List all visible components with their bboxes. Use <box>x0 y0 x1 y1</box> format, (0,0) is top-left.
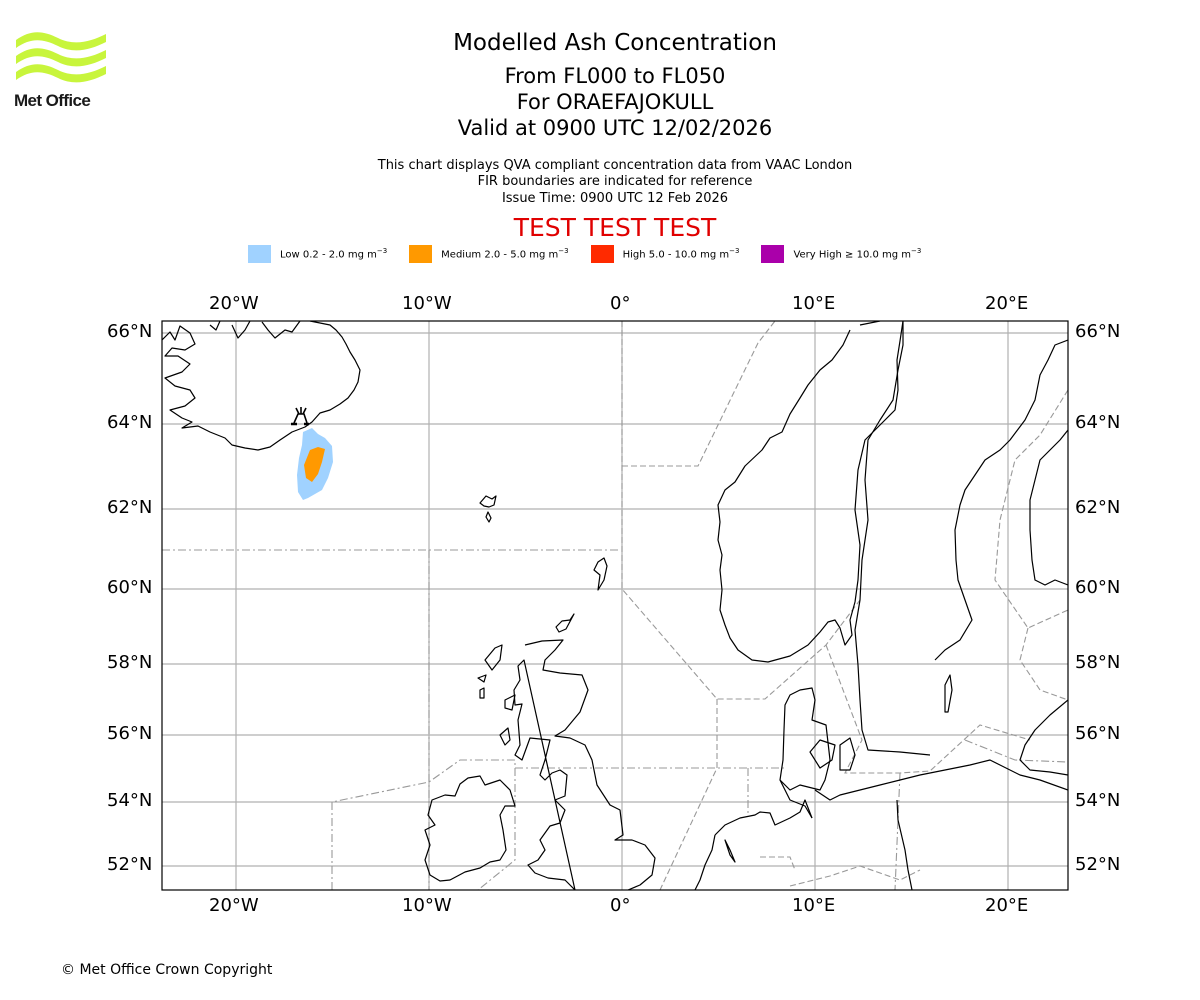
lat-label-left-58n: 58°N <box>107 652 153 673</box>
lon-label-top-0: 0° <box>610 293 631 314</box>
lat-label-right-54n: 54°N <box>1075 790 1121 811</box>
issue-time: Issue Time: 0900 UTC 12 Feb 2026 <box>501 191 729 206</box>
test-banner: TEST TEST TEST <box>513 213 717 242</box>
concentration-legend: Low 0.2 - 2.0 mg m−3 Medium 2.0 - 5.0 mg… <box>248 244 943 264</box>
copyright-notice: © Met Office Crown Copyright <box>61 962 273 978</box>
legend-item-low: Low 0.2 - 2.0 mg m−3 <box>248 245 387 263</box>
lon-label-bottom-10e: 10°E <box>792 895 836 916</box>
description-line-1: This chart displays QVA compliant concen… <box>377 158 853 173</box>
volcano-icon <box>291 407 309 426</box>
legend-swatch-very-high <box>761 245 785 263</box>
legend-label-medium: Medium 2.0 - 5.0 mg m−3 <box>441 247 569 261</box>
lon-label-top-10w: 10°W <box>402 293 452 314</box>
lat-label-left-64n: 64°N <box>107 412 153 433</box>
fir-boundaries <box>162 321 1068 890</box>
lon-label-top-20e: 20°E <box>985 293 1029 314</box>
description-line-2: FIR boundaries are indicated for referen… <box>477 174 753 189</box>
legend-item-very-high: Very High ≥ 10.0 mg m−3 <box>761 245 921 263</box>
legend-label-very-high: Very High ≥ 10.0 mg m−3 <box>793 247 922 261</box>
ash-plume <box>297 428 333 500</box>
lat-label-right-52n: 52°N <box>1075 854 1121 875</box>
volcano-name: For ORAEFAJOKULL <box>516 90 714 114</box>
legend-item-medium: Medium 2.0 - 5.0 mg m−3 <box>409 245 569 263</box>
lon-label-top-10e: 10°E <box>792 293 836 314</box>
valid-time: Valid at 0900 UTC 12/02/2026 <box>457 116 773 140</box>
legend-swatch-medium <box>409 245 433 263</box>
flight-level-range: From FL000 to FL050 <box>504 64 726 88</box>
lat-label-left-56n: 56°N <box>107 723 153 744</box>
lon-label-top-20w: 20°W <box>209 293 259 314</box>
legend-item-high: High 5.0 - 10.0 mg m−3 <box>590 245 740 263</box>
met-office-logo-icon <box>16 32 106 83</box>
coastlines <box>162 321 1068 890</box>
lon-label-bottom-10w: 10°W <box>402 895 452 916</box>
lon-label-bottom-20e: 20°E <box>985 895 1029 916</box>
legend-swatch-low <box>248 245 271 263</box>
met-office-wordmark: Met Office <box>14 91 91 110</box>
lat-label-left-52n: 52°N <box>107 854 153 875</box>
lat-label-right-56n: 56°N <box>1075 723 1121 744</box>
graticule <box>162 321 1068 890</box>
lat-label-right-62n: 62°N <box>1075 497 1121 518</box>
lat-label-left-54n: 54°N <box>107 790 153 811</box>
lat-label-left-66n: 66°N <box>107 321 153 342</box>
legend-swatch-high <box>590 245 614 263</box>
chart-title: Modelled Ash Concentration <box>453 30 777 56</box>
lat-label-right-64n: 64°N <box>1075 412 1121 433</box>
lat-label-left-62n: 62°N <box>107 497 153 518</box>
lat-label-right-58n: 58°N <box>1075 652 1121 673</box>
lon-label-bottom-20w: 20°W <box>209 895 259 916</box>
lat-label-right-66n: 66°N <box>1075 321 1121 342</box>
lon-label-bottom-0: 0° <box>610 895 631 916</box>
lat-label-left-60n: 60°N <box>107 577 153 598</box>
ash-region-medium <box>304 447 325 482</box>
legend-label-high: High 5.0 - 10.0 mg m−3 <box>622 247 740 261</box>
legend-label-low: Low 0.2 - 2.0 mg m−3 <box>280 247 388 261</box>
map-frame <box>161 320 1069 891</box>
lat-label-right-60n: 60°N <box>1075 577 1121 598</box>
